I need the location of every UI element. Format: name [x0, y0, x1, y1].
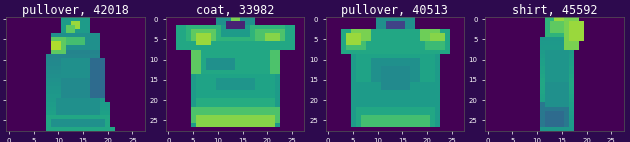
Title: pullover, 42018: pullover, 42018	[22, 4, 129, 17]
Title: shirt, 45592: shirt, 45592	[512, 4, 597, 17]
Title: coat, 33982: coat, 33982	[196, 4, 275, 17]
Title: pullover, 40513: pullover, 40513	[341, 4, 449, 17]
